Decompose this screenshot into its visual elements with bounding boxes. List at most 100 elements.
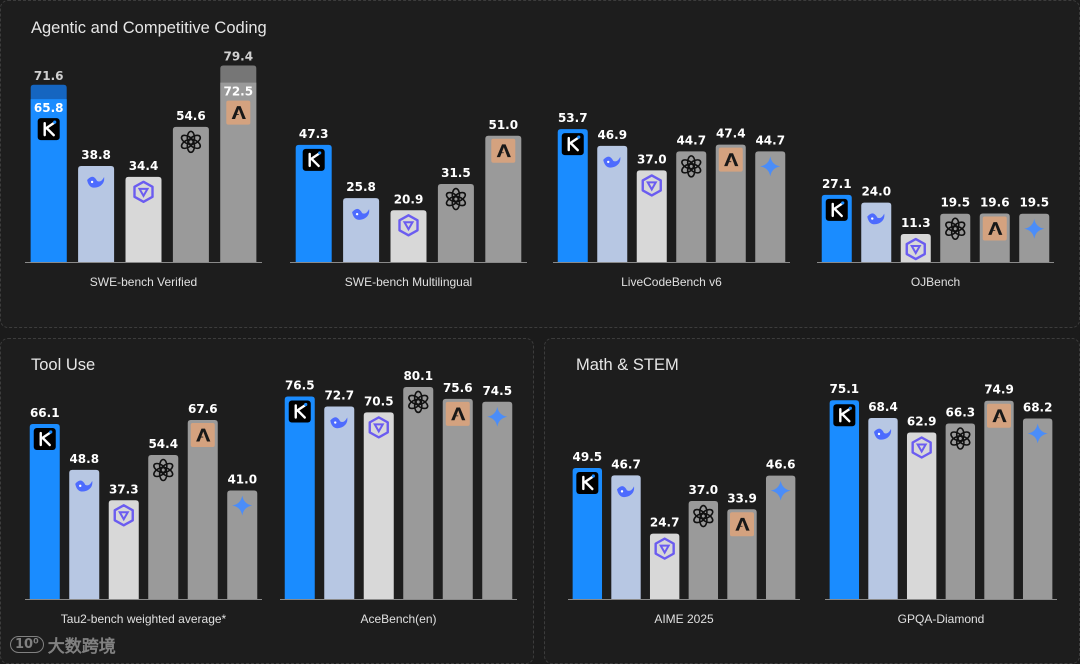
bar-deepseek [868, 417, 898, 599]
bar-openai [688, 501, 719, 599]
value-label: 67.6 [188, 402, 218, 416]
bar-kimi [29, 424, 60, 599]
qwen-icon [641, 174, 662, 197]
value-label: 19.5 [1019, 196, 1049, 210]
bar-anthropic [715, 144, 746, 262]
chart-gpqa-diamond: 75.1 68.4 62.9 66.3 74.9 68.2 GPQA-Diamond [825, 382, 1057, 626]
kimi-icon [833, 404, 856, 427]
bar-deepseek [343, 198, 380, 262]
gemini-icon [770, 480, 791, 501]
openai-icon [681, 155, 702, 178]
bar-qwen [636, 170, 667, 262]
bar-anthropic [442, 398, 473, 599]
bar-openai [403, 386, 434, 599]
value-label-extended: 79.4 [223, 49, 253, 63]
chart-title: LiveCodeBench v6 [621, 275, 722, 289]
qwen-icon [368, 416, 389, 439]
bar-anthropic [187, 420, 218, 599]
value-label: 72.5 [223, 85, 253, 99]
value-label: 33.9 [727, 491, 757, 505]
deepseek-icon [867, 213, 885, 225]
bar-kimi [557, 129, 588, 262]
bar-kimi [829, 400, 860, 599]
deepseek-icon [87, 176, 105, 188]
deepseek-icon [603, 156, 621, 168]
chart-aime-2025: 49.5 46.7 24.7 37.0 33.9 46.6 AIME 2025 [568, 450, 800, 626]
value-label: 11.3 [901, 216, 931, 230]
value-label: 65.8 [34, 101, 64, 115]
bar-openai [940, 213, 971, 262]
value-label: 24.0 [861, 185, 891, 199]
chart-ojbench: 27.1 24.0 11.3 19.5 19.6 19.5 OJBench [817, 177, 1054, 289]
value-label: 37.3 [109, 482, 139, 496]
qwen-icon [133, 180, 154, 204]
value-label-extended: 71.6 [34, 69, 64, 83]
value-label: 46.9 [597, 128, 627, 142]
openai-icon [180, 130, 202, 154]
bar-deepseek [861, 202, 892, 262]
bar-kimi-fill [557, 129, 588, 262]
deepseek-icon [352, 208, 370, 220]
bar-anthropic [485, 135, 522, 262]
gemini-icon [1027, 423, 1048, 444]
bar-gemini [227, 490, 258, 599]
value-label: 80.1 [403, 369, 433, 383]
kimi-icon [37, 118, 60, 141]
openai-icon [693, 504, 714, 528]
watermark-text: 大数跨境 [47, 637, 116, 657]
bar-kimi-fill [572, 467, 603, 599]
bar-kimi [572, 467, 603, 599]
bar-gemini [755, 151, 786, 262]
openai-icon [445, 187, 467, 211]
value-label: 44.7 [676, 133, 706, 147]
value-label: 70.5 [364, 394, 394, 408]
value-label: 46.7 [611, 457, 641, 471]
value-label: 74.5 [482, 384, 512, 398]
value-label: 49.5 [573, 450, 603, 464]
value-label: 66.3 [946, 406, 976, 420]
bar-deepseek-fill [868, 417, 898, 599]
bar-qwen-fill [363, 412, 394, 599]
bar-qwen-fill [649, 533, 680, 599]
kimi-icon [288, 400, 311, 423]
chart-swe-bench-multilingual: 47.3 25.8 20.9 31.5 51.0 SWE-bench Multilingu… [290, 118, 527, 289]
bar-deepseek [324, 406, 355, 599]
value-label: 44.7 [755, 133, 785, 147]
bar-kimi [295, 144, 332, 262]
value-label: 37.0 [637, 152, 667, 166]
bar-deepseek [597, 145, 628, 262]
bar-qwen-fill [906, 432, 937, 599]
bar-deepseek-fill [78, 165, 115, 262]
kimi-icon [576, 471, 599, 494]
value-label: 20.9 [394, 192, 424, 206]
chart-title: SWE-bench Multilingual [345, 275, 472, 289]
value-label: 48.8 [69, 452, 99, 466]
deepseek-icon [75, 480, 93, 492]
bar-openai-fill [945, 423, 976, 599]
bar-gemini-fill [1022, 418, 1053, 599]
qwen-icon [654, 537, 675, 560]
bar-anthropic-fill [187, 420, 218, 599]
value-label: 19.5 [940, 196, 970, 210]
value-label: 37.0 [689, 483, 719, 497]
value-label: 24.7 [650, 516, 680, 530]
value-label: 76.5 [285, 379, 315, 393]
anthropic-icon [982, 216, 1007, 241]
chart-title: GPQA-Diamond [898, 612, 985, 626]
bar-openai-fill [676, 151, 707, 262]
anthropic-icon [190, 423, 215, 448]
bar-openai-fill [172, 126, 209, 263]
anthropic-icon [226, 100, 251, 125]
value-label: 72.7 [324, 389, 354, 403]
watermark: 10⁰ 大数跨境 [10, 632, 116, 657]
qwen-icon [398, 214, 419, 237]
chart-title: AceBench(en) [360, 612, 436, 626]
openai-icon [945, 217, 966, 241]
chart-title: Tau2-bench weighted average* [61, 612, 227, 626]
qwen-icon [905, 237, 926, 261]
deepseek-icon [874, 428, 892, 440]
chart-tau2-bench-weighted-average-: 66.1 48.8 37.3 54.4 67.6 41.0 Tau2-bench weigh… [25, 402, 262, 626]
bar-kimi-fill [295, 144, 332, 262]
chart-swe-bench-verified: 71.6 65.8 38.8 34.4 54.6 79.4 72.5 SWE-bench Ve… [25, 49, 262, 289]
